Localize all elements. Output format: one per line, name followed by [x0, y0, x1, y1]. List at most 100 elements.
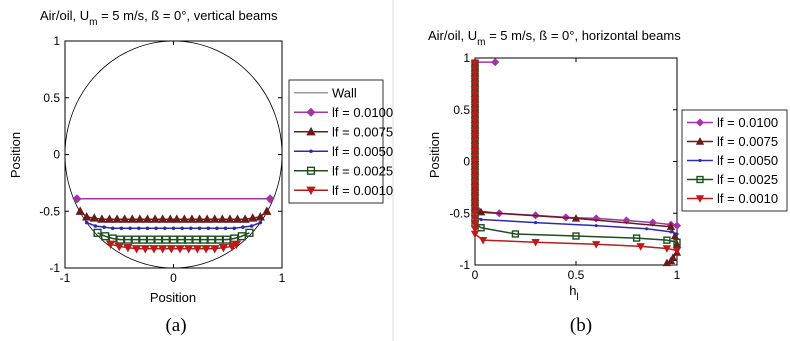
- b-data-point-4: [470, 111, 480, 120]
- a-data-point-2: [89, 213, 99, 222]
- b-data-point-4: [470, 163, 480, 171]
- a-data-point-5: [227, 242, 237, 252]
- b-data-point-4: [531, 239, 540, 247]
- b-legend-label: lf = 0.0075: [717, 134, 778, 149]
- a-legend-swatch-marker: [306, 166, 316, 175]
- a-legend-label: lf = 0.0075: [332, 124, 393, 139]
- a-data-point-5: [105, 240, 116, 249]
- a-data-point-4: [123, 235, 133, 244]
- a-data-point-2: [262, 206, 272, 215]
- b-data-point-4: [470, 194, 480, 203]
- panel-b-legend: lf = 0.0100 lf = 0.0075 lf = 0.0050 lf = 0.…: [681, 109, 788, 212]
- b-data-point-4: [470, 85, 480, 94]
- b-legend-swatch-marker: [695, 118, 705, 127]
- a-data-point-2: [172, 214, 182, 223]
- b-data-point-4: [470, 65, 480, 73]
- a-legend-label: lf = 0.0050: [332, 144, 393, 159]
- a-data-point-3: [258, 220, 263, 225]
- a-legend-swatch-marker: [306, 107, 316, 117]
- b-legend-swatch-marker: [696, 175, 704, 184]
- panel-a-title: Air/oil, Um = 5 m/s, ß = 0°, vertical be…: [40, 8, 278, 28]
- a-data-point-3: [110, 226, 115, 231]
- b-data-point-4: [470, 220, 480, 228]
- panel-b-plot-area: [474, 57, 678, 266]
- b-data-point-3: [673, 238, 681, 246]
- b-legend-label: lf = 0.0025: [717, 172, 778, 187]
- b-data-point-2: [645, 227, 649, 231]
- panel-a-x-axis-label: Position: [150, 290, 196, 305]
- a-data-point-4: [199, 235, 208, 244]
- a-data-point-4: [222, 235, 231, 244]
- b-y-tick-label: -1: [459, 258, 470, 272]
- a-data-point-4: [154, 235, 163, 244]
- a-data-point-3: [215, 226, 219, 231]
- a-legend-label: Wall: [332, 85, 357, 100]
- b-data-point-4: [470, 96, 480, 104]
- a-data-point-4: [146, 235, 155, 244]
- a-data-point-2: [157, 214, 168, 223]
- a-y-tick-label: -1: [49, 261, 60, 275]
- b-data-point-4: [470, 189, 480, 197]
- a-data-point-2: [232, 214, 243, 223]
- b-data-point-1: [666, 222, 676, 230]
- panel-a-caption: (a): [165, 315, 186, 336]
- a-data-point-3: [232, 226, 237, 231]
- a-data-point-5: [201, 245, 211, 254]
- b-data-point-4: [470, 80, 480, 89]
- b-data-point-1: [666, 256, 676, 265]
- a-data-point-2: [112, 214, 122, 223]
- a-data-point-4: [214, 235, 224, 244]
- a-data-point-2: [150, 214, 160, 223]
- a-data-point-5: [192, 245, 203, 254]
- b-data-point-2: [479, 217, 483, 222]
- a-data-point-2: [187, 214, 197, 223]
- a-data-point-3: [119, 226, 124, 231]
- a-data-point-2: [142, 214, 153, 223]
- b-data-point-4: [592, 241, 601, 249]
- b-legend-swatch-marker: [698, 158, 702, 163]
- a-data-point-3: [163, 226, 167, 231]
- a-legend-label: lf = 0.0100: [332, 105, 393, 120]
- a-data-point-5: [184, 245, 194, 254]
- b-data-point-3: [511, 230, 520, 238]
- b-data-point-4: [470, 210, 480, 218]
- b-data-point-4: [470, 204, 480, 213]
- a-data-point-3: [197, 226, 202, 231]
- b-y-tick-label: 0.5: [453, 103, 470, 117]
- a-data-point-5: [149, 245, 159, 254]
- a-data-point-2: [225, 214, 235, 223]
- b-data-point-4: [470, 230, 480, 239]
- a-data-point-2: [82, 212, 92, 221]
- a-data-point-3: [145, 226, 150, 231]
- b-data-point-4: [470, 127, 480, 135]
- a-legend-swatch-marker: [309, 149, 313, 154]
- a-data-point-3: [84, 220, 89, 225]
- b-data-point-4: [470, 142, 480, 151]
- a-data-point-3: [223, 226, 228, 231]
- a-data-point-5: [123, 243, 133, 253]
- a-data-point-3: [241, 225, 245, 229]
- b-data-point-4: [470, 132, 480, 140]
- a-series-line-4: [97, 232, 250, 241]
- b-legend-label: lf = 0.0010: [717, 191, 778, 206]
- b-data-point-4: [470, 178, 480, 187]
- a-data-point-5: [166, 245, 177, 254]
- a-data-point-2: [135, 214, 145, 223]
- b-x-tick-label: 0: [472, 268, 479, 282]
- panel-a: Air/oil, Um = 5 m/s, ß = 0°, vertical be…: [8, 8, 393, 336]
- b-data-point-4: [470, 168, 480, 177]
- a-x-tick-label: 0: [170, 271, 177, 285]
- a-data-point-3: [128, 226, 132, 231]
- a-data-point-5: [218, 243, 229, 253]
- b-data-point-4: [478, 236, 488, 245]
- b-data-point-4: [470, 137, 480, 146]
- a-data-point-5: [175, 245, 185, 254]
- panel-a-legend: Wall lf = 0.0100 lf = 0.0075 lf = 0.0050 lf …: [288, 79, 393, 204]
- b-data-point-0: [491, 58, 500, 67]
- b-data-point-4: [470, 225, 480, 234]
- b-data-point-4: [662, 245, 672, 253]
- panel-b-series: [470, 58, 682, 267]
- a-data-point-2: [248, 213, 258, 222]
- a-legend-swatch-marker: [306, 186, 316, 196]
